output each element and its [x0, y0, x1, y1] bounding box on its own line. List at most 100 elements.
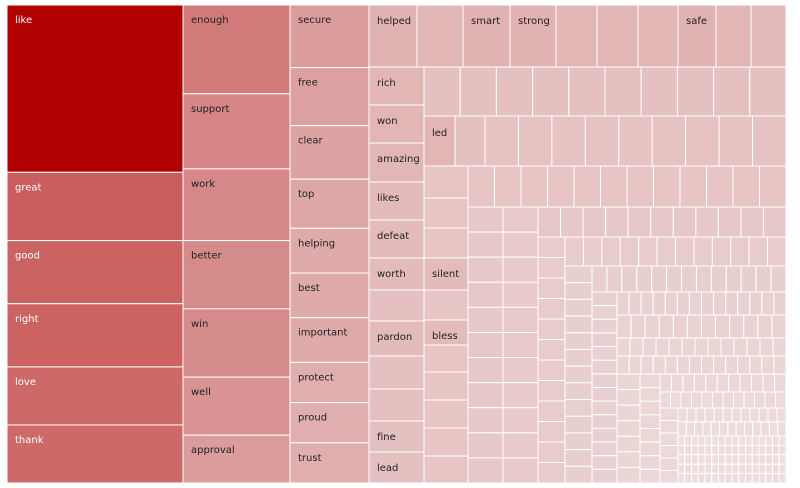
cell-small[interactable]	[642, 337, 657, 357]
cell-small[interactable]	[717, 206, 742, 238]
cell-small[interactable]	[743, 314, 759, 339]
cell-small[interactable]	[765, 444, 773, 456]
cell-small[interactable]	[718, 454, 726, 465]
cell-small[interactable]	[537, 206, 562, 238]
cell-small[interactable]	[718, 473, 726, 484]
cell-small[interactable]	[568, 66, 606, 117]
cell-small[interactable]	[591, 468, 618, 484]
cell-small[interactable]	[715, 314, 731, 339]
cell-small[interactable]	[765, 463, 773, 475]
cell-small[interactable]	[691, 444, 699, 456]
cell-small[interactable]	[711, 454, 719, 465]
cell-small[interactable]	[537, 236, 566, 258]
cell-small[interactable]	[711, 435, 719, 446]
cell-small[interactable]	[771, 314, 787, 339]
cell-small[interactable]	[749, 407, 760, 423]
cell-small[interactable]	[725, 355, 739, 375]
cell-small[interactable]	[772, 473, 780, 484]
cell-small[interactable]	[758, 473, 767, 484]
cell-small[interactable]	[719, 421, 729, 437]
cell-small[interactable]	[564, 399, 593, 417]
cell-small[interactable]	[467, 206, 504, 233]
cell-small[interactable]	[423, 227, 469, 259]
cell-small[interactable]	[749, 66, 787, 117]
cell-small[interactable]	[368, 355, 425, 390]
cell-small[interactable]	[537, 339, 566, 361]
cell-small[interactable]	[697, 435, 706, 446]
cell-small[interactable]	[750, 4, 787, 68]
cell-small[interactable]	[773, 355, 787, 375]
cell-small[interactable]	[735, 421, 745, 437]
cell-small[interactable]	[733, 391, 745, 409]
cell-small[interactable]	[745, 473, 753, 484]
cell-small[interactable]	[776, 407, 787, 423]
cell-small[interactable]	[713, 355, 727, 375]
cell-small[interactable]	[616, 466, 641, 484]
cell-small[interactable]	[749, 355, 763, 375]
cell-small[interactable]	[713, 407, 724, 423]
cell-small[interactable]	[467, 382, 504, 409]
cell-small[interactable]	[685, 115, 720, 167]
cell-small[interactable]	[758, 463, 767, 475]
cell-win[interactable]	[182, 308, 291, 378]
cell-small[interactable]	[651, 265, 668, 293]
cell-small[interactable]	[730, 236, 750, 267]
cell-small[interactable]	[532, 66, 570, 117]
cell-small[interactable]	[564, 365, 593, 384]
cell-small[interactable]	[772, 454, 780, 465]
cell-small[interactable]	[688, 355, 703, 375]
cell-small[interactable]	[653, 165, 681, 208]
cell-small[interactable]	[659, 391, 671, 409]
cell-small[interactable]	[537, 380, 566, 402]
cell-small[interactable]	[718, 463, 726, 475]
cell-strong[interactable]	[509, 4, 557, 68]
cell-small[interactable]	[684, 435, 692, 446]
cell-small[interactable]	[718, 444, 726, 456]
cell-small[interactable]	[755, 265, 772, 293]
cell-small[interactable]	[751, 473, 760, 484]
cell-small[interactable]	[691, 454, 699, 465]
cell-small[interactable]	[564, 282, 593, 300]
cell-small[interactable]	[713, 291, 727, 316]
cell-thank[interactable]	[6, 424, 184, 484]
cell-small[interactable]	[423, 197, 469, 229]
cell-love[interactable]	[6, 366, 184, 426]
cell-small[interactable]	[732, 165, 760, 208]
cell-small[interactable]	[775, 391, 787, 409]
cell-led-left[interactable]	[423, 115, 456, 167]
cell-small[interactable]	[494, 165, 522, 208]
cell-small[interactable]	[762, 206, 787, 238]
cell-small[interactable]	[758, 444, 767, 456]
cell-small[interactable]	[502, 357, 539, 384]
cell-small[interactable]	[564, 382, 593, 401]
cell-small[interactable]	[368, 289, 425, 322]
cell-small[interactable]	[626, 165, 654, 208]
cell-like[interactable]	[6, 4, 184, 173]
cell-small[interactable]	[765, 435, 773, 446]
cell-well[interactable]	[182, 376, 291, 436]
cell-small[interactable]	[591, 305, 618, 320]
cell-small[interactable]	[751, 444, 760, 456]
cell-small[interactable]	[627, 206, 652, 238]
cell-small[interactable]	[710, 265, 727, 293]
cell-small[interactable]	[640, 291, 654, 316]
cell-small[interactable]	[616, 373, 641, 391]
cell-small[interactable]	[459, 66, 497, 117]
cell-small[interactable]	[778, 454, 787, 465]
cell-small[interactable]	[701, 314, 717, 339]
cell-small[interactable]	[711, 444, 719, 456]
cell-small[interactable]	[616, 314, 632, 339]
cell-small[interactable]	[596, 4, 639, 68]
cell-small[interactable]	[564, 415, 593, 434]
cell-small[interactable]	[765, 454, 773, 465]
cell-small[interactable]	[778, 463, 787, 475]
cell-small[interactable]	[724, 454, 733, 465]
cell-small[interactable]	[564, 449, 593, 467]
cell-small[interactable]	[564, 432, 593, 451]
cell-small[interactable]	[655, 337, 670, 357]
cell-small[interactable]	[731, 444, 740, 456]
cell-small[interactable]	[731, 463, 740, 475]
cell-top[interactable]	[289, 178, 370, 229]
cell-small[interactable]	[715, 4, 752, 68]
cell-small[interactable]	[680, 391, 692, 409]
